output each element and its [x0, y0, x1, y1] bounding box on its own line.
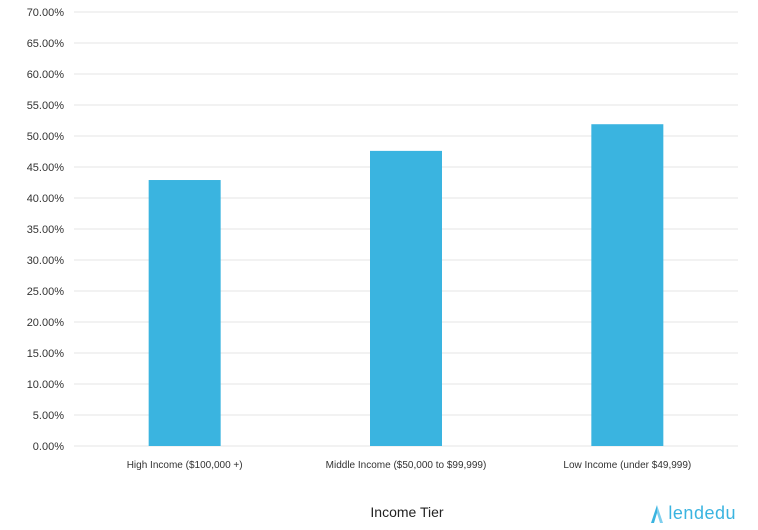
y-tick-label: 35.00% [27, 224, 65, 236]
x-category-label: Middle Income ($50,000 to $99,999) [326, 460, 487, 471]
x-category-label: Low Income (under $49,999) [563, 460, 691, 471]
bar [148, 180, 221, 446]
y-tick-label: 10.00% [27, 379, 65, 391]
y-tick-label: 15.00% [27, 348, 65, 360]
x-category-label: High Income ($100,000 +) [127, 460, 243, 471]
y-tick-label: 50.00% [27, 131, 65, 143]
y-tick-label: 45.00% [27, 162, 65, 174]
bar [370, 150, 442, 446]
y-tick-label: 60.00% [27, 69, 65, 81]
x-axis-categories: High Income ($100,000 +) Middle Income ($… [127, 460, 692, 471]
lendedu-logo-icon [651, 504, 664, 523]
lendedu-logo: lendedu [649, 503, 736, 524]
y-tick-label: 0.00% [33, 441, 64, 453]
y-tick-label: 55.00% [27, 100, 65, 112]
logo-text: lendedu [668, 503, 736, 523]
y-tick-label: 65.00% [27, 38, 65, 50]
y-tick-label: 40.00% [27, 193, 65, 205]
y-tick-label: 70.00% [27, 7, 65, 19]
y-axis-ticks: 0.00% 5.00% 10.00% 15.00% 20.00% 25.00% 30.00%… [27, 7, 65, 453]
y-tick-label: 30.00% [27, 255, 65, 267]
y-tick-label: 20.00% [27, 317, 65, 329]
bar [591, 124, 664, 446]
bars [148, 124, 664, 446]
y-tick-label: 25.00% [27, 286, 65, 298]
x-axis-title: Income Tier [370, 504, 444, 520]
y-tick-label: 5.00% [33, 410, 64, 422]
